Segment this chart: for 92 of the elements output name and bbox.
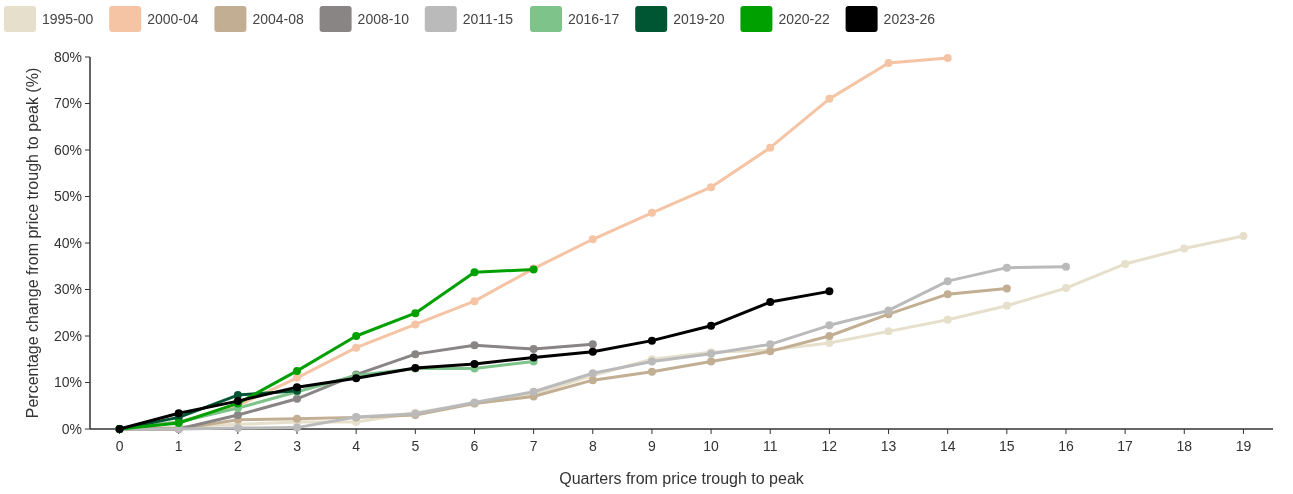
point xyxy=(707,183,716,192)
point xyxy=(1180,244,1189,253)
x-tick-label: 3 xyxy=(293,438,302,454)
point xyxy=(647,336,656,345)
point xyxy=(1002,284,1011,293)
point xyxy=(825,321,834,330)
x-tick-label: 12 xyxy=(821,438,838,454)
point xyxy=(470,341,479,350)
x-tick-label: 5 xyxy=(411,438,420,454)
point xyxy=(884,59,893,68)
point xyxy=(825,338,834,347)
x-tick-label: 13 xyxy=(880,438,897,454)
point xyxy=(884,327,893,336)
x-tick-label: 4 xyxy=(352,438,361,454)
y-axis-title: Percentage change from price trough to peak (%) xyxy=(24,67,41,419)
legend-label: 2011-15 xyxy=(462,11,514,27)
y-tick-label: 0% xyxy=(61,420,82,437)
point xyxy=(293,394,302,403)
point xyxy=(588,347,597,356)
x-tick-label: 7 xyxy=(529,438,538,454)
point xyxy=(766,143,775,152)
point xyxy=(293,366,302,375)
x-tick-label: 15 xyxy=(999,438,1015,454)
point xyxy=(825,94,834,103)
point xyxy=(293,373,302,382)
legend-label: 2023-26 xyxy=(883,11,936,27)
point xyxy=(1239,232,1248,241)
point xyxy=(647,208,656,217)
point xyxy=(293,423,302,432)
point xyxy=(588,340,597,349)
y-tick-label: 70% xyxy=(53,95,82,112)
y-tick-label: 40% xyxy=(53,234,82,251)
x-tick-label: 9 xyxy=(648,438,657,454)
point xyxy=(1061,284,1070,293)
y-tick-label: 30% xyxy=(53,281,82,298)
point xyxy=(943,277,952,286)
point xyxy=(766,340,775,349)
point xyxy=(293,414,302,423)
point xyxy=(411,320,420,329)
point xyxy=(411,350,420,359)
point xyxy=(707,321,716,330)
point xyxy=(233,424,242,433)
x-axis-title: Quarters from price trough to peak xyxy=(559,470,805,487)
point xyxy=(1121,259,1130,268)
x-tick-label: 14 xyxy=(939,438,956,454)
point xyxy=(352,343,361,352)
point xyxy=(1002,301,1011,310)
x-tick-label: 1 xyxy=(174,438,183,454)
y-tick-label: 20% xyxy=(53,327,82,344)
point xyxy=(825,332,834,340)
point xyxy=(766,298,775,307)
point xyxy=(588,376,597,385)
point xyxy=(588,235,597,244)
point xyxy=(529,345,538,354)
legend-label: 2020-22 xyxy=(778,11,830,27)
x-tick-label: 6 xyxy=(470,438,479,454)
point xyxy=(411,309,420,318)
point xyxy=(825,287,834,296)
x-tick-label: 0 xyxy=(115,438,124,454)
point xyxy=(647,367,656,376)
point xyxy=(174,409,183,418)
x-tick-label: 17 xyxy=(1117,438,1134,454)
legend-label: 1995-00 xyxy=(42,11,94,27)
point xyxy=(233,411,242,420)
legend-label: 2000-04 xyxy=(147,11,199,27)
point xyxy=(1002,263,1011,272)
x-tick-label: 2 xyxy=(233,438,242,454)
point xyxy=(470,268,479,277)
y-tick-label: 80% xyxy=(53,48,82,65)
legend-label: 2004-08 xyxy=(252,11,304,27)
point xyxy=(1061,262,1070,271)
x-tick-label: 8 xyxy=(588,438,597,454)
legend-label: 2008-10 xyxy=(357,11,410,27)
point xyxy=(352,332,361,340)
x-tick-label: 11 xyxy=(762,438,778,454)
point xyxy=(884,306,893,315)
legend-label: 2019-20 xyxy=(673,11,725,27)
point xyxy=(943,53,952,62)
point xyxy=(470,359,479,368)
x-tick-label: 10 xyxy=(703,438,720,454)
point xyxy=(943,290,952,299)
point xyxy=(529,353,538,362)
x-tick-label: 18 xyxy=(1176,438,1193,454)
y-tick-label: 10% xyxy=(53,374,82,391)
x-tick-label: 19 xyxy=(1235,438,1252,454)
y-tick-label: 50% xyxy=(53,188,82,205)
legend-label: 2016-17 xyxy=(568,11,620,27)
y-tick-label: 60% xyxy=(53,141,82,158)
point xyxy=(470,297,479,306)
point xyxy=(943,315,952,324)
point xyxy=(707,357,716,366)
x-tick-label: 16 xyxy=(1058,438,1074,454)
